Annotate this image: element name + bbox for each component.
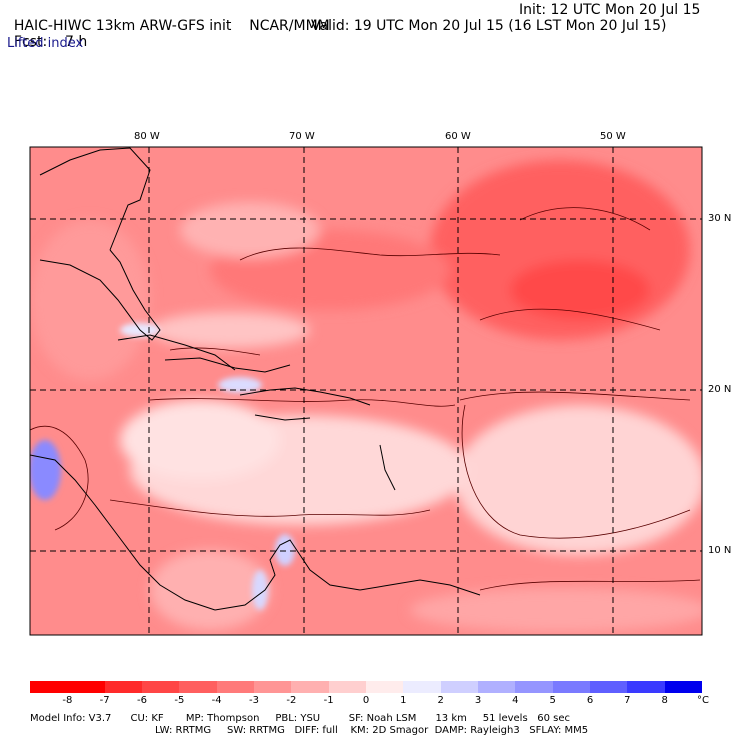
map-frame [29, 146, 703, 636]
colorbar-label: -2 [286, 695, 297, 706]
colorbar-label: -1 [323, 695, 334, 706]
colorbar-cell [478, 681, 516, 693]
colorbar-label: -8 [62, 695, 73, 706]
lat-label-30n: 30 N [708, 213, 732, 224]
colorbar-label: 5 [549, 695, 556, 706]
colorbar-cell [216, 681, 255, 693]
colorbar-label: 0 [362, 695, 370, 706]
colorbar-unit: °C [697, 695, 709, 706]
model-info-line1: Model Info: V3.7 CU: KF MP: Thompson PBL… [30, 713, 570, 724]
lon-label-70w: 70 W [289, 131, 315, 142]
colorbar-cell [366, 681, 404, 693]
colorbar-label: -3 [249, 695, 259, 706]
lon-label-60w: 60 W [445, 131, 471, 142]
lat-label-20n: 20 N [708, 384, 732, 395]
lat-label-10n: 10 N [708, 545, 732, 556]
colorbar-label: 2 [437, 695, 444, 706]
field-name: Lifted index [7, 36, 84, 51]
colorbar-cell [552, 681, 591, 693]
colorbar-label: -5 [174, 695, 185, 706]
colorbar-label: 4 [512, 695, 519, 706]
colorbar-label: 7 [624, 695, 631, 706]
colorbar-cell [142, 681, 180, 693]
field-shading [30, 147, 702, 635]
colorbar-cell [440, 681, 479, 693]
colorbar-label: -6 [137, 695, 147, 706]
colorbar-label: 3 [474, 695, 482, 706]
colorbar-cell [328, 681, 367, 693]
contour-lines [30, 207, 701, 591]
colorbar-cell [515, 681, 554, 693]
colorbar-label: 8 [661, 695, 668, 706]
colorbar-cell [664, 681, 703, 693]
graticule [30, 147, 702, 635]
model-title: HAIC-HIWC 13km ARW-GFS init NCAR/MMM [13, 18, 330, 34]
colorbar-cell [291, 681, 330, 693]
lon-label-80w: 80 W [134, 131, 160, 142]
colorbar-cell [179, 681, 218, 693]
colorbar-cell [403, 681, 442, 693]
model-info-line2: LW: RRTMG SW: RRTMG DIFF: full KM: 2D Sm… [155, 725, 589, 736]
colorbar-label: 6 [586, 695, 594, 706]
colorbar-cell [627, 681, 666, 693]
init-time: Init: 12 UTC Mon 20 Jul 15 [519, 2, 701, 18]
coastlines [30, 147, 481, 611]
colorbar-label: -7 [99, 695, 110, 706]
colorbar-cell [30, 681, 68, 693]
colorbar-cell [254, 681, 292, 693]
colorbar-cell [590, 681, 628, 693]
colorbar-cell [67, 681, 106, 693]
lon-label-50w: 50 W [600, 131, 626, 142]
valid-time: Valid: 19 UTC Mon 20 Jul 15 (16 LST Mon … [311, 18, 667, 34]
colorbar-label: 1 [400, 695, 407, 706]
colorbar-label: -4 [211, 695, 222, 706]
colorbar-cell [104, 681, 143, 693]
forecast-hour: Fcst: 7 h [13, 34, 88, 50]
